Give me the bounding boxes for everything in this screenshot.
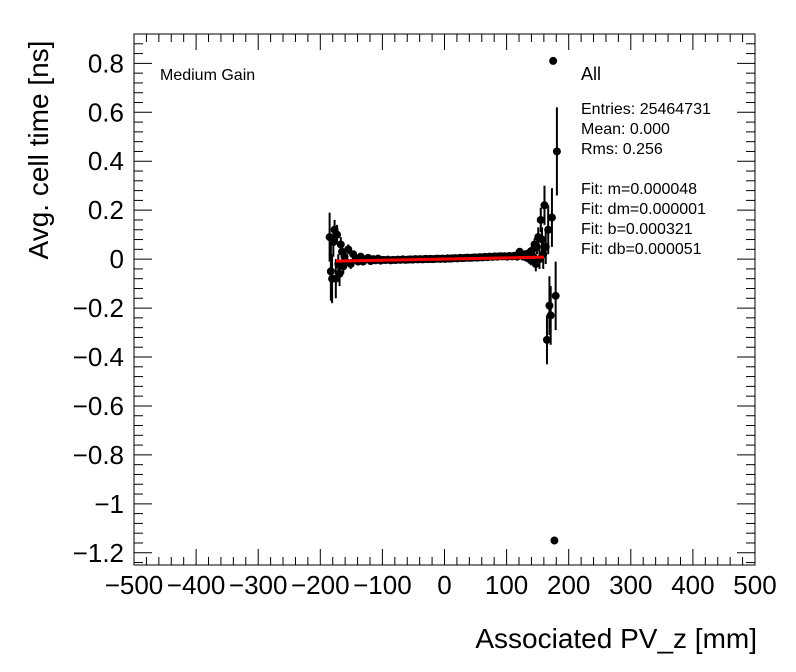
x-tick-label: 0	[437, 570, 451, 600]
data-point	[336, 240, 345, 249]
data-point	[552, 147, 561, 156]
stats-line: Mean: 0.000	[581, 121, 670, 138]
x-tick-label: −400	[167, 570, 226, 600]
stats-line: Entries: 25464731	[581, 101, 711, 118]
x-tick-label: −500	[105, 570, 164, 600]
data-point	[329, 237, 338, 246]
stats-line: Fit: b=0.000321	[581, 221, 693, 238]
stats-box: Entries: 25464731 Mean: 0.000 Rms: 0.256 Fi…	[581, 101, 711, 258]
data-point	[540, 201, 549, 210]
x-tick-label: 200	[547, 570, 590, 600]
data-point	[333, 230, 342, 239]
fit-line	[335, 255, 544, 263]
data-point	[536, 215, 545, 224]
data-point	[326, 267, 335, 276]
y-tick-label: −1.2	[73, 538, 124, 568]
data-point	[545, 301, 554, 310]
data-point	[544, 225, 553, 234]
y-tick-label: −0.2	[73, 293, 124, 323]
y-tick-label: −0.8	[73, 440, 124, 470]
y-tick-label: 0.6	[88, 97, 124, 127]
fit-line-group	[335, 255, 544, 263]
data-point	[546, 311, 555, 320]
data-point	[547, 213, 556, 222]
y-tick-label: 0.8	[88, 48, 124, 78]
x-tick-label: 300	[609, 570, 652, 600]
y-tick-label: 0.2	[88, 195, 124, 225]
y-tick-label: −0.6	[73, 391, 124, 421]
stats-line: Fit: m=0.000048	[581, 181, 697, 198]
x-tick-label: 500	[733, 570, 776, 600]
axis-tick-labels-group: −500 −400 −300 −200 −100 0 100 200 300 400 500 −1.2…	[73, 48, 777, 600]
x-tick-label: −300	[229, 570, 288, 600]
data-point	[542, 335, 551, 344]
data-point	[549, 56, 558, 65]
x-axis-title: Associated PV_z [mm]	[475, 623, 757, 654]
data-point	[550, 536, 559, 545]
gain-label: Medium Gain	[160, 67, 255, 84]
y-axis-title: Avg. cell time [ns]	[23, 41, 54, 260]
stats-line: Rms: 0.256	[581, 141, 663, 158]
axis-ticks-group	[133, 33, 756, 565]
y-tick-label: −1	[94, 489, 124, 519]
x-tick-label: −200	[291, 570, 350, 600]
data-point	[551, 291, 560, 300]
y-tick-label: −0.4	[73, 342, 124, 372]
data-point	[335, 269, 344, 278]
x-tick-label: 100	[485, 570, 528, 600]
data-point	[344, 245, 353, 254]
stats-line: Fit: db=0.000051	[581, 241, 702, 258]
stats-line: Fit: dm=0.000001	[581, 201, 706, 218]
y-tick-label: 0	[110, 244, 124, 274]
x-tick-label: −100	[353, 570, 412, 600]
y-tick-label: 0.4	[88, 146, 124, 176]
stats-title: All	[581, 64, 601, 84]
x-tick-label: 400	[671, 570, 714, 600]
